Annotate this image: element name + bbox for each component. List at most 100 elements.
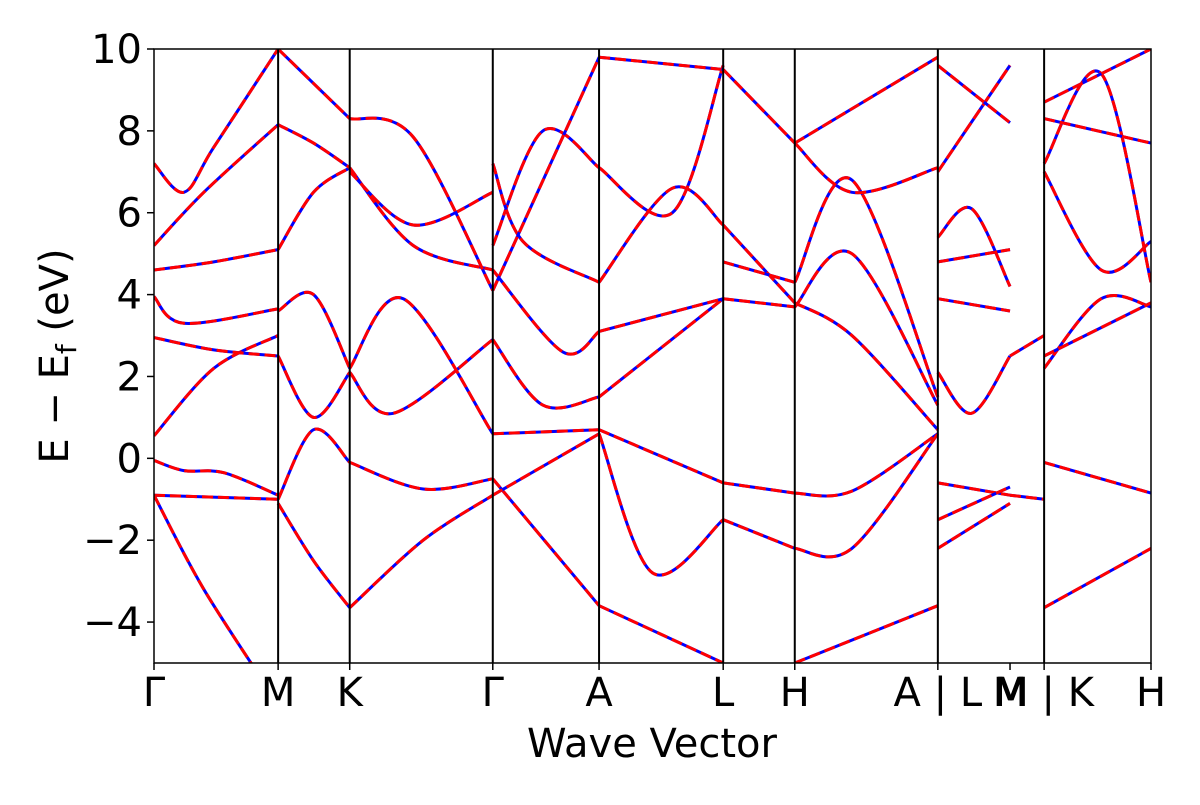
x-tick-label: H [780,670,810,716]
y-axis-label-subscript: f [50,343,83,354]
band-line-red-dashed [722,518,796,550]
band-line-red-dashed [937,485,1011,522]
band-line-blue [348,166,494,272]
band-line-red-dashed [936,355,1012,415]
band-line-red-dashed [1042,171,1151,274]
band-series [491,269,601,356]
band-series [794,55,939,145]
band-series [277,49,351,120]
band-line-red-dashed [1043,301,1151,358]
band-series [491,56,601,292]
band-series [794,301,939,431]
band-series [277,290,352,369]
band-line-red-dashed [598,604,724,663]
band-line-red-dashed [491,338,600,410]
band-series [154,49,280,194]
band-line-red-dashed [598,428,724,485]
band-series [936,205,1012,288]
band-series [793,176,940,398]
band-series [1042,293,1151,370]
band-line-blue [598,64,725,218]
band-line-blue [491,163,600,284]
band-line-red-dashed [598,297,724,333]
band-line-red-dashed [597,185,725,284]
band-line-blue [491,269,601,356]
band-series [491,477,601,607]
band-line-blue [348,493,494,609]
band-line-red-dashed [598,55,724,71]
band-line-red-dashed [598,64,725,218]
band-line-red-dashed [349,460,494,491]
band-line-red-dashed [936,64,1012,173]
band-line-red-dashed [276,502,351,609]
band-line-red-dashed [491,477,601,607]
band-series [1043,301,1151,358]
band-line-red-dashed [794,55,939,145]
band-series [598,297,724,333]
band-line-blue [154,49,280,194]
band-line-red-dashed [154,494,253,663]
band-series [794,432,940,559]
band-series [793,249,940,406]
band-line-red-dashed [793,176,940,398]
band-line-red-dashed [348,493,494,609]
band-line-red-dashed [722,223,796,304]
band-line-red-dashed [276,355,351,419]
band-line-red-dashed [276,427,351,500]
band-series [597,433,725,577]
band-line-red-dashed [154,49,280,194]
band-series [492,428,600,436]
band-series [597,185,725,284]
band-line-blue [597,185,725,284]
x-tick-label: A | L [894,670,983,716]
band-series [722,223,796,304]
band-line-red-dashed [348,166,494,272]
band-series [722,518,796,550]
band-line-red-dashed [794,604,939,663]
band-line-red-dashed [722,260,796,284]
band-line-red-dashed [492,428,600,436]
band-line-red-dashed [491,269,601,356]
x-tick-label: M | K [994,670,1095,716]
band-series [154,336,279,358]
band-series [1042,69,1151,283]
band-line-red-dashed [349,116,495,292]
x-tick-label: K [337,670,365,716]
band-line-blue [936,64,1011,124]
band-series [348,170,494,227]
band-line-red-dashed [793,141,939,195]
band-line-red-dashed [1009,493,1045,501]
band-series [1043,460,1151,495]
band-line-blue [794,301,939,431]
band-series [936,355,1012,415]
band-series [1043,49,1151,104]
band-series [937,485,1011,522]
band-series [598,604,724,663]
band-line-red-dashed [937,502,1011,550]
x-tick-label: M [261,670,296,716]
band-line-red-dashed [491,163,600,284]
band-line-red-dashed [154,123,280,247]
band-series [936,64,1012,173]
band-series [598,64,725,218]
x-axis-label: Wave Vector [527,721,778,767]
band-series [936,64,1011,124]
band-series [154,493,279,501]
band-line-blue [276,355,351,419]
band-line-red-dashed [154,334,279,437]
band-line-blue [154,458,279,497]
band-series [1043,117,1151,145]
band-line-red-dashed [1042,293,1151,370]
band-line-red-dashed [793,249,940,406]
band-series [154,494,253,663]
band-line-blue [154,493,279,501]
band-line-red-dashed [277,290,352,369]
y-tick-label: −2 [83,518,142,564]
band-series [793,141,939,195]
band-series [492,432,600,497]
band-series [723,297,795,309]
band-series [154,248,279,272]
band-series [154,123,280,247]
